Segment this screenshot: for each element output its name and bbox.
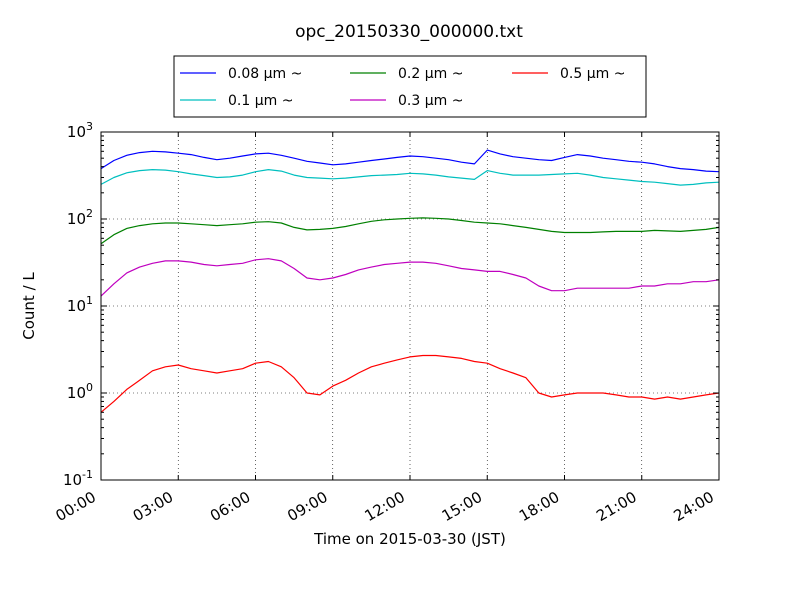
y-tick-label: 10-1 — [63, 468, 93, 489]
x-tick-label: 15:00 — [439, 488, 485, 525]
y-tick-base: 10 — [67, 384, 86, 402]
x-tick-label: 00:00 — [53, 488, 99, 525]
x-tick-label: 12:00 — [362, 488, 408, 525]
series-line-4 — [100, 354, 720, 413]
y-tick-exponent: 1 — [86, 294, 93, 307]
legend-items: 0.08 μm ~ 0.1 μm ~ 0.2 μm ~ 0.3 μm ~ 0.5 μm … — [180, 66, 625, 109]
legend-label-3: 0.3 μm ~ — [398, 93, 463, 109]
x-tick-label: 21:00 — [593, 488, 639, 525]
legend: 0.08 μm ~ 0.1 μm ~ 0.2 μm ~ 0.3 μm ~ 0.5 μm … — [173, 55, 647, 118]
y-tick-label: 100 — [67, 381, 93, 402]
x-axis-label: Time on 2015-03-30 (JST) — [313, 530, 506, 548]
legend-label-2: 0.2 μm ~ — [398, 66, 463, 82]
x-tick-label: 18:00 — [516, 488, 562, 525]
legend-label-1: 0.1 μm ~ — [228, 93, 293, 109]
series-line-2 — [100, 217, 720, 245]
y-tick-exponent: 0 — [86, 381, 93, 394]
x-tick-label: 09:00 — [284, 488, 330, 525]
y-tick-label: 102 — [67, 207, 93, 228]
y-axis-label: Count / L — [20, 272, 38, 340]
x-tick-label: 06:00 — [207, 488, 253, 525]
legend-label-0: 0.08 μm ~ — [228, 66, 302, 82]
x-tick-label: 24:00 — [671, 488, 717, 525]
series-line-1 — [100, 169, 720, 186]
y-tick-exponent: 3 — [86, 120, 93, 133]
grid-lines — [101, 132, 719, 480]
series-line-3 — [100, 258, 720, 297]
series-lines — [100, 149, 720, 413]
chart-title: opc_20150330_000000.txt — [295, 22, 523, 42]
axis-ticks — [100, 131, 720, 481]
y-tick-exponent: -1 — [82, 468, 93, 481]
x-tick-label: 03:00 — [130, 488, 176, 525]
y-tick-base: 10 — [67, 123, 86, 141]
y-tick-base: 10 — [63, 471, 82, 489]
y-tick-base: 10 — [67, 297, 86, 315]
x-tick-labels: 00:00 03:00 06:00 09:00 12:00 15:00 18:00 21:00… — [53, 488, 717, 525]
y-tick-base: 10 — [67, 210, 86, 228]
series-line-0 — [100, 149, 720, 173]
y-tick-exponent: 2 — [86, 207, 93, 220]
legend-box — [173, 55, 647, 118]
y-tick-label: 103 — [67, 120, 93, 141]
y-tick-label: 101 — [67, 294, 93, 315]
legend-label-4: 0.5 μm ~ — [560, 66, 625, 82]
